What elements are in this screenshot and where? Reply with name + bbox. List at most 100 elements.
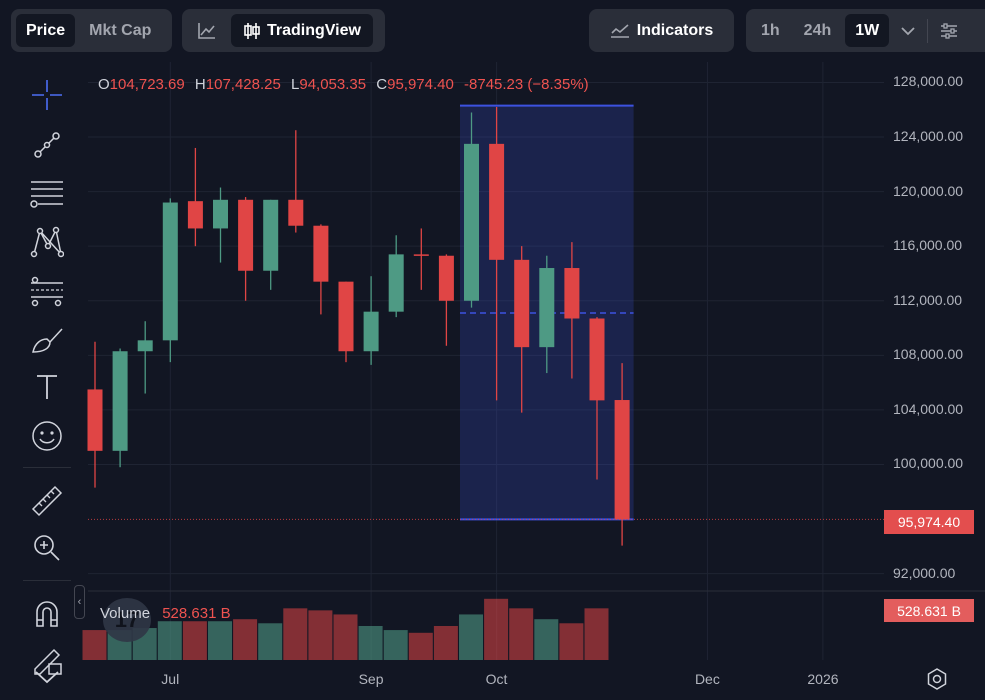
ruler-tool[interactable] xyxy=(27,481,67,521)
crosshair-tool[interactable] xyxy=(27,75,67,115)
text-tool[interactable] xyxy=(27,367,67,407)
settings-button[interactable] xyxy=(932,14,966,47)
y-tick-label: 128,000.00 xyxy=(893,73,964,90)
y-tick-label: 124,000.00 xyxy=(893,128,964,145)
close-label: C xyxy=(376,76,388,93)
pattern-tool[interactable] xyxy=(27,222,67,262)
market-cap-tab[interactable]: Mkt Cap xyxy=(89,21,152,39)
y-tick-label: 112,000.00 xyxy=(893,291,963,308)
candle-body xyxy=(514,259,530,348)
brush-tool[interactable] xyxy=(27,320,67,360)
candle-body xyxy=(388,254,404,312)
open-value: 104,723.69 xyxy=(109,76,185,93)
timeframe-dropdown[interactable] xyxy=(893,14,923,47)
line-chart-tab[interactable] xyxy=(187,14,227,47)
candle-body xyxy=(288,199,304,226)
candle-body xyxy=(363,311,379,352)
open-label: O xyxy=(98,76,110,93)
low-value: 94,053.35 xyxy=(299,76,367,93)
y-tick-label: 100,000.00 xyxy=(893,455,964,472)
line-chart-icon xyxy=(198,22,215,39)
candle-body xyxy=(413,254,429,256)
y-tick-label: 104,000.00 xyxy=(893,400,964,417)
candle-body xyxy=(238,199,254,271)
trendline-tool[interactable] xyxy=(27,125,67,165)
fib-retracement-icon xyxy=(30,181,63,208)
volume-bar xyxy=(182,621,207,660)
volume-value: 528.631 B xyxy=(162,605,231,622)
trendline-icon xyxy=(34,132,60,158)
y-tick-label: 116,000.00 xyxy=(893,237,963,254)
ruler-icon xyxy=(31,485,63,517)
volume-label: Volume xyxy=(100,605,151,622)
indicators-inner: Indicators xyxy=(594,14,729,47)
low-label: L xyxy=(291,76,300,93)
x-tick-label: Sep xyxy=(358,671,384,687)
volume-bar xyxy=(584,608,609,660)
volume-bar xyxy=(433,626,458,660)
close-value: 95,974.40 xyxy=(387,76,454,93)
ohlc-legend: O104,723.69 H107,428.25 L94,053.35 C95,9… xyxy=(98,76,595,93)
emoji-icon xyxy=(32,421,62,451)
fib-tool[interactable] xyxy=(27,173,67,213)
candle-body xyxy=(187,201,203,229)
emoji-tool[interactable] xyxy=(27,416,67,456)
candle-body xyxy=(112,351,128,451)
chevron-left-icon: ‹ xyxy=(77,596,82,608)
candle-body xyxy=(263,199,279,271)
timeframe-24h[interactable]: 24h xyxy=(803,21,832,39)
pattern-icon xyxy=(30,226,64,258)
volume-bar xyxy=(82,630,107,660)
brush-icon xyxy=(32,328,63,353)
x-tick-label: 2026 xyxy=(807,671,839,687)
volume-bar xyxy=(459,614,483,660)
tool-divider xyxy=(23,580,71,581)
candle-body xyxy=(313,225,329,282)
volume-bar xyxy=(233,619,258,660)
candle-body xyxy=(87,389,103,451)
crosshair-icon xyxy=(32,80,62,110)
indicators-label: Indicators xyxy=(636,21,714,39)
candle-body xyxy=(162,202,178,341)
last-volume-tag: 528.631 B xyxy=(884,599,974,622)
volume-legend: Volume 528.631 B xyxy=(100,605,231,622)
high-label: H xyxy=(194,76,206,93)
timeframe-1h[interactable]: 1h xyxy=(761,21,780,39)
zoom-tool[interactable] xyxy=(27,528,67,568)
x-tick-label: Dec xyxy=(694,671,720,687)
expand-toolbar-button[interactable] xyxy=(27,660,67,694)
toolbar-divider xyxy=(927,18,929,43)
candle-body xyxy=(489,143,505,260)
candle-body xyxy=(213,199,228,229)
view-switch: TradingView xyxy=(182,9,385,52)
zoom-in-icon xyxy=(34,535,60,561)
candle-body xyxy=(614,400,630,520)
projection-tool[interactable] xyxy=(27,271,67,311)
candlestick-icon xyxy=(244,22,260,39)
candle-body xyxy=(137,340,153,352)
high-value: 107,428.25 xyxy=(205,76,281,93)
timeframe-1w[interactable]: 1W xyxy=(845,14,890,47)
y-tick-label: 92,000.00 xyxy=(893,564,956,581)
sliders-icon xyxy=(941,22,958,39)
chart-settings-button[interactable] xyxy=(924,666,950,692)
price-tab[interactable]: Price xyxy=(16,14,76,47)
tradingview-label: TradingView xyxy=(267,21,361,39)
tradingview-logo: 17 xyxy=(103,598,151,642)
candle-body xyxy=(564,268,580,319)
magnet-icon xyxy=(36,601,58,627)
indicators-button[interactable]: Indicators xyxy=(589,9,734,52)
volume-bar xyxy=(509,608,534,660)
volume-bar xyxy=(484,598,509,660)
tradingview-tab[interactable]: TradingView xyxy=(231,14,373,47)
y-tick-label: 120,000.00 xyxy=(893,182,964,199)
volume-bar xyxy=(157,621,182,660)
indicators-icon xyxy=(610,23,629,38)
volume-bar xyxy=(333,614,358,660)
volume-bar xyxy=(534,619,559,660)
magnet-tool[interactable] xyxy=(27,594,67,634)
volume-bar xyxy=(358,626,383,660)
collapse-toolbar-button[interactable]: ‹ xyxy=(74,585,85,619)
candle-body xyxy=(589,318,605,401)
